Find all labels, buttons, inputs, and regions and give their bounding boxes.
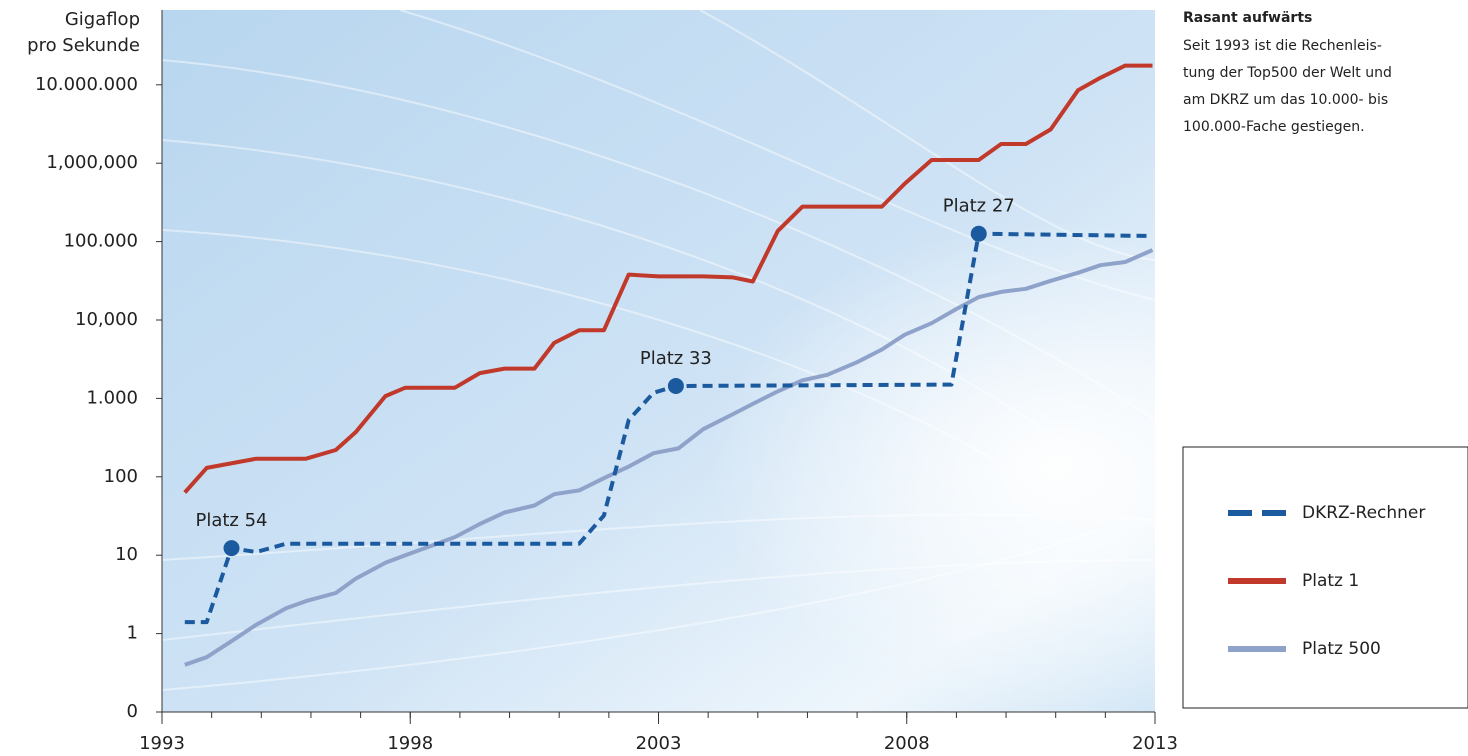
annotation-dot: [224, 540, 240, 556]
y-tick-label: 1: [127, 623, 138, 644]
x-tick-label: 1998: [387, 733, 433, 754]
y-tick-label: 1.000: [86, 387, 138, 408]
sidebar-text: am DKRZ um das 10.000- bis: [1183, 92, 1388, 108]
x-tick-label: 2003: [636, 733, 682, 754]
y-tick-label: 100: [104, 466, 138, 487]
sidebar-text: Seit 1993 ist die Rechenleis-: [1183, 38, 1382, 54]
annotation-dot: [668, 378, 684, 394]
legend-label: Platz 1: [1302, 571, 1359, 591]
y-tick-label: 10: [115, 544, 138, 565]
annotation-label: Platz 27: [943, 196, 1015, 217]
x-tick-label: 1993: [139, 733, 185, 754]
x-tick-label: 2013: [1132, 733, 1178, 754]
annotation-dot: [971, 226, 987, 242]
sidebar-title: Rasant aufwärts: [1183, 10, 1312, 26]
chart: Gigaflop pro Sekunde Rasant aufwärts Sei…: [0, 0, 1468, 756]
legend-label: DKRZ-Rechner: [1302, 503, 1425, 523]
x-tick-label: 2008: [884, 733, 930, 754]
y-tick-label: 10.000.000: [35, 74, 138, 95]
sidebar-text: tung der Top500 der Welt und: [1183, 65, 1392, 81]
y-tick-label: 10,000: [75, 309, 138, 330]
y-tick-label: 0: [127, 701, 138, 722]
y-axis-label: Gigaflop: [65, 9, 140, 30]
legend-label: Platz 500: [1302, 639, 1381, 659]
y-tick-label: 1,000,000: [46, 152, 138, 173]
y-axis-label: pro Sekunde: [27, 35, 140, 56]
y-tick-label: 100.000: [64, 231, 138, 252]
annotation-label: Platz 33: [640, 348, 712, 369]
annotation-label: Platz 54: [195, 510, 267, 531]
sidebar-text: 100.000-Fache gestiegen.: [1183, 119, 1365, 135]
